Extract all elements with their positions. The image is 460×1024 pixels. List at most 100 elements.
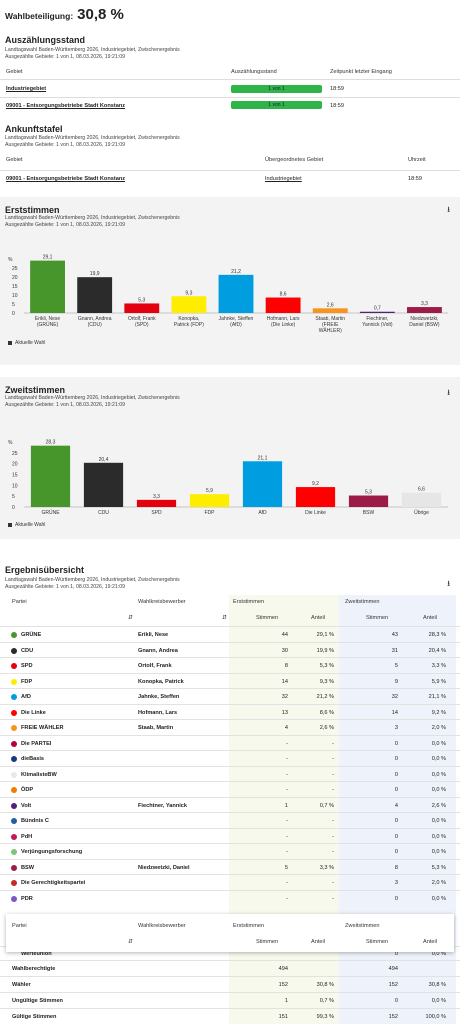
y-tick-label: 10	[12, 483, 18, 489]
second-share: 100,0 %	[425, 1014, 446, 1020]
bar[interactable]	[295, 487, 336, 507]
first-share: 3,3 %	[319, 864, 334, 871]
count-status-subtitle: Landtagswahl Baden-Württemberg 2026, Ind…	[5, 47, 180, 53]
second-votes: 3	[394, 880, 398, 886]
bar[interactable]	[30, 445, 71, 507]
col-uhrzeit: Uhrzeit	[408, 157, 426, 163]
bar[interactable]	[218, 274, 254, 313]
party-name[interactable]: KlimalisteBW	[21, 771, 57, 778]
party-name[interactable]: ÖDP	[21, 787, 34, 793]
col-zweit-stimmen[interactable]: Stimmen	[366, 939, 389, 945]
party-name[interactable]: Volt	[21, 802, 32, 809]
summary-label: Ungültige Stimmen	[12, 998, 63, 1004]
bar[interactable]	[30, 260, 65, 313]
sort-icon[interactable]: ⇵	[222, 615, 227, 621]
first-share: -	[332, 880, 334, 886]
party-name[interactable]: AfD	[21, 694, 31, 700]
party-name[interactable]: CDU	[21, 647, 34, 654]
col-erst-anteil[interactable]: Anteil	[311, 615, 325, 621]
x-tick-label: (CDU)	[88, 322, 102, 328]
bar[interactable]	[242, 461, 283, 507]
party-color-dot	[11, 895, 17, 902]
x-tick-label: Konopka,	[178, 316, 199, 322]
party-name[interactable]: Die Gerechtigkeitspartei	[21, 880, 86, 886]
party-name[interactable]: Verjüngungsforschung	[21, 849, 83, 855]
second-votes: 0	[394, 998, 398, 1004]
table-row: CDU Gnann, Andrea 30 19,9 % 31 20,4 %	[0, 641, 460, 658]
candidate-name: Gnann, Andrea	[138, 647, 178, 654]
first-share: -	[332, 849, 334, 855]
party-name[interactable]: BSW	[21, 864, 35, 871]
bar[interactable]	[348, 495, 389, 507]
col-erst-stimmen[interactable]: Stimmen	[256, 615, 279, 621]
download-icon[interactable]: ⭳	[447, 205, 450, 214]
col-zweit-anteil[interactable]: Anteil	[423, 939, 437, 945]
party-color-dot	[11, 833, 17, 840]
second-share: 0,0 %	[431, 998, 446, 1004]
table-row: Verjüngungsforschung - - 0 0,0 %	[0, 843, 460, 859]
bar[interactable]	[265, 297, 301, 313]
party-name[interactable]: Die Linke	[21, 709, 46, 716]
candidate-name: Ortolf, Frank	[138, 663, 172, 669]
bar[interactable]	[77, 277, 113, 313]
second-share: 0,0 %	[431, 895, 446, 902]
table-row: 09001 - Entsorgungsbetriebe Stadt Konsta…	[0, 97, 460, 113]
sort-icon[interactable]: ⇵	[128, 939, 133, 945]
candidate-name: Niedzwetzki, Daniel	[138, 864, 190, 871]
gebiet-link[interactable]: 09001 - Entsorgungsbetriebe Stadt Konsta…	[6, 176, 126, 182]
bar[interactable]	[124, 303, 160, 313]
col-zweit-anteil[interactable]: Anteil	[423, 615, 437, 621]
party-color-dot	[11, 802, 17, 809]
candidate-name: Fiechtner, Yannick	[138, 802, 188, 809]
party-name[interactable]: FDP	[21, 678, 33, 685]
chart-subtitle: Landtagswahl Baden-Württemberg 2026, Ind…	[5, 395, 180, 401]
first-votes: -	[286, 787, 288, 793]
y-axis-label: %	[8, 257, 13, 263]
party-name[interactable]: FREIE WÄHLER	[21, 725, 64, 731]
second-share: 0,0 %	[431, 756, 446, 762]
x-tick-label: Übrige	[414, 509, 429, 516]
bar[interactable]	[189, 494, 230, 507]
col-zweit-stimmen[interactable]: Stimmen	[366, 615, 389, 621]
summary-label: Wahlberechtigte	[12, 966, 56, 972]
bar[interactable]	[136, 499, 177, 507]
party-name[interactable]: Werteunion	[21, 951, 52, 957]
col-erst-anteil[interactable]: Anteil	[311, 939, 325, 945]
count-status-subtitle2: Ausgezählte Gebiete: 1 von 1, 08.03.2026…	[5, 54, 125, 60]
party-name[interactable]: GRÜNE	[21, 632, 42, 638]
gebiet-link[interactable]: 09001 - Entsorgungsbetriebe Stadt Konsta…	[6, 103, 126, 109]
bar[interactable]	[359, 311, 395, 313]
party-color-dot	[11, 880, 17, 886]
sort-icon[interactable]: ⇵	[128, 615, 133, 621]
col-partei[interactable]: Partei	[12, 923, 27, 929]
x-tick-label: (AfD)	[230, 322, 242, 328]
party-color-dot	[11, 756, 17, 762]
party-name[interactable]: PDR	[21, 895, 33, 902]
col-bewerber[interactable]: Wahlkreisbewerber	[138, 599, 186, 605]
bar[interactable]	[312, 308, 348, 313]
download-icon[interactable]: ⭳	[447, 579, 450, 588]
parent-link[interactable]: Industriegebiet	[265, 176, 302, 182]
col-bewerber[interactable]: Wahlkreisbewerber	[138, 923, 186, 929]
party-color-dot	[11, 740, 17, 747]
col-erst-stimmen[interactable]: Stimmen	[256, 939, 279, 945]
bar[interactable]	[171, 296, 207, 313]
party-name[interactable]: SPD	[21, 663, 33, 669]
second-votes: 0	[394, 895, 398, 902]
gebiet-link[interactable]: Industriegebiet	[6, 86, 47, 92]
party-name[interactable]: dieBasis	[21, 756, 45, 762]
party-name[interactable]: Bündnis C	[21, 818, 49, 824]
candidate-name: Erikli, Nese	[138, 632, 169, 638]
party-name[interactable]: Die PARTEI	[21, 740, 52, 747]
download-icon[interactable]: ⭳	[447, 388, 450, 397]
second-votes: 0	[394, 787, 398, 793]
party-color-dot	[11, 663, 17, 669]
bar[interactable]	[83, 462, 124, 507]
bar-value-label: 5,3	[138, 297, 145, 303]
col-partei[interactable]: Partei	[12, 599, 27, 605]
bar[interactable]	[407, 307, 442, 313]
bar[interactable]	[401, 492, 442, 507]
first-votes: 14	[281, 678, 288, 685]
first-votes: 152	[278, 982, 288, 988]
party-name[interactable]: PdH	[21, 833, 33, 840]
